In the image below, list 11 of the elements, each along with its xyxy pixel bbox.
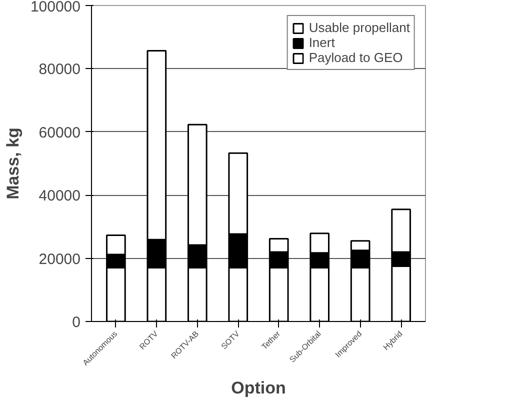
y-tick-label: 100000 bbox=[30, 0, 81, 16]
legend-label: Inert bbox=[308, 35, 335, 50]
legend-label: Payload to GEO bbox=[308, 50, 403, 65]
legend-label: Usable propellant bbox=[308, 20, 410, 35]
y-axis-title: Mass, kg bbox=[3, 128, 22, 200]
y-tick-label: 20000 bbox=[38, 250, 81, 268]
y-tick-label: 80000 bbox=[38, 61, 81, 78]
x-axis-title: Option bbox=[231, 378, 286, 398]
y-tick-label: 40000 bbox=[38, 188, 81, 205]
y-tick-label: 60000 bbox=[38, 124, 81, 142]
y-tick-label: 0 bbox=[72, 314, 80, 331]
